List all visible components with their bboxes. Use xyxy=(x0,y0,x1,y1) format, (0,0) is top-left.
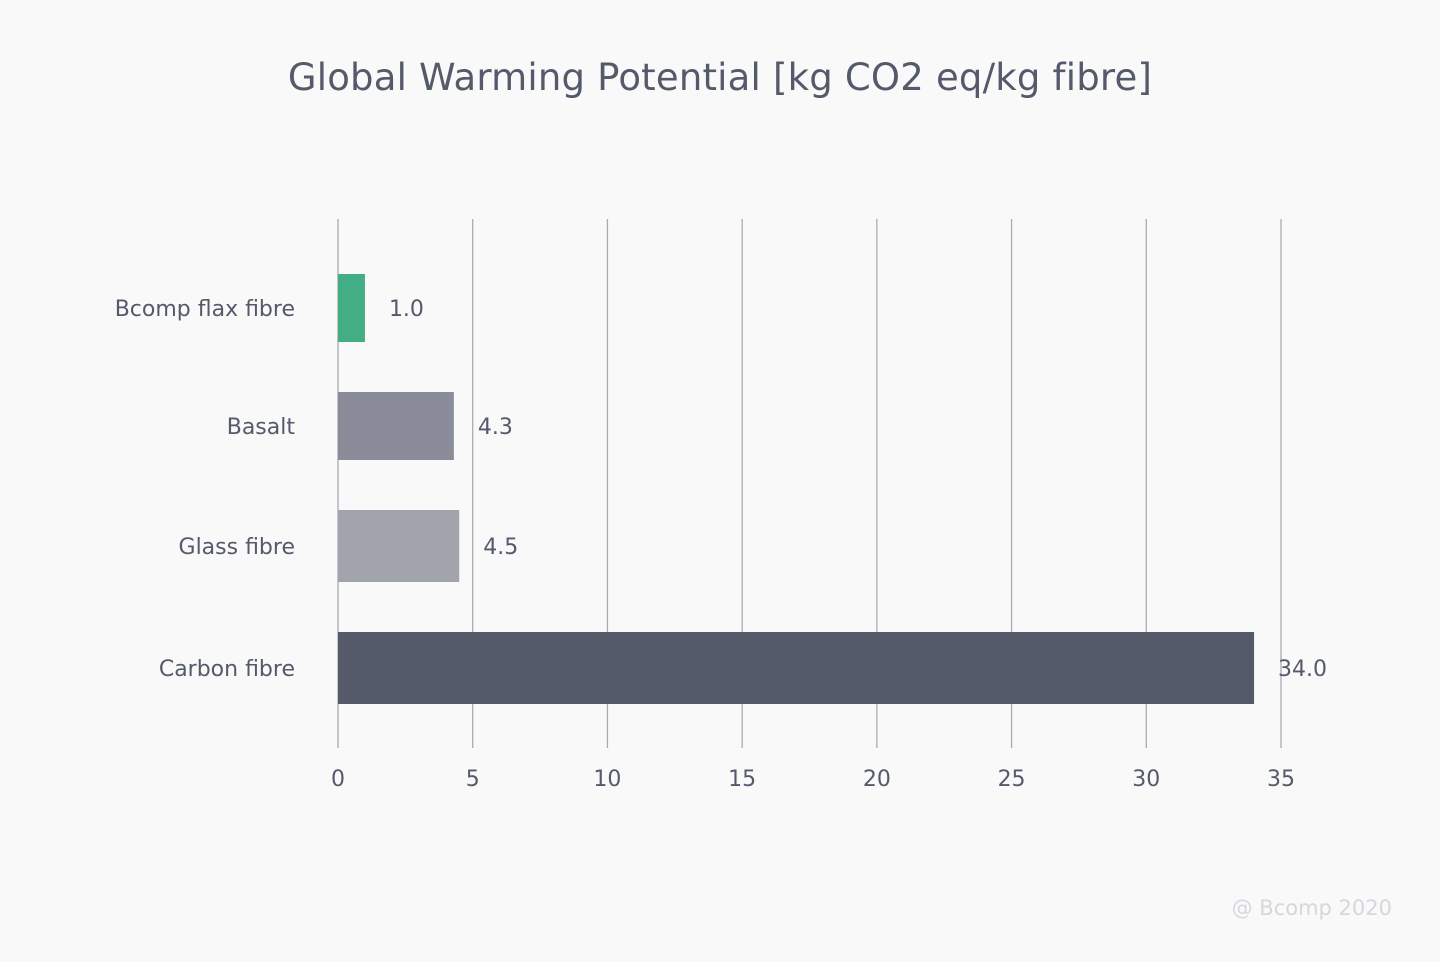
x-tick-label: 25 xyxy=(998,767,1026,792)
labels: 0 5 10 15 20 25 30 35 Bcomp flax fibre 1.0 Basalt 4… xyxy=(115,297,1327,792)
data-label: 4.3 xyxy=(478,415,513,440)
bar-glass-fibre xyxy=(338,510,460,582)
bar-basalt xyxy=(338,392,454,460)
category-label: Bcomp flax fibre xyxy=(115,297,295,322)
bar-bcomp-flax-fibre xyxy=(338,274,365,342)
x-tick-label: 10 xyxy=(593,767,621,792)
category-label: Carbon fibre xyxy=(159,657,295,682)
bar-carbon-fibre xyxy=(338,632,1255,704)
bars xyxy=(338,274,1255,704)
x-tick-label: 0 xyxy=(331,767,345,792)
category-label: Glass fibre xyxy=(179,535,295,560)
copyright-watermark: @ Bcomp 2020 xyxy=(1231,896,1392,920)
x-tick-label: 35 xyxy=(1267,767,1295,792)
data-label: 1.0 xyxy=(389,297,424,322)
x-tick-label: 30 xyxy=(1132,767,1160,792)
category-label: Basalt xyxy=(227,415,296,440)
x-tick-label: 20 xyxy=(863,767,891,792)
x-tick-label: 15 xyxy=(728,767,756,792)
chart-title: Global Warming Potential [kg CO2 eq/kg f… xyxy=(287,56,1153,99)
x-tick-label: 5 xyxy=(466,767,480,792)
data-label: 34.0 xyxy=(1278,657,1327,682)
data-label: 4.5 xyxy=(483,535,518,560)
